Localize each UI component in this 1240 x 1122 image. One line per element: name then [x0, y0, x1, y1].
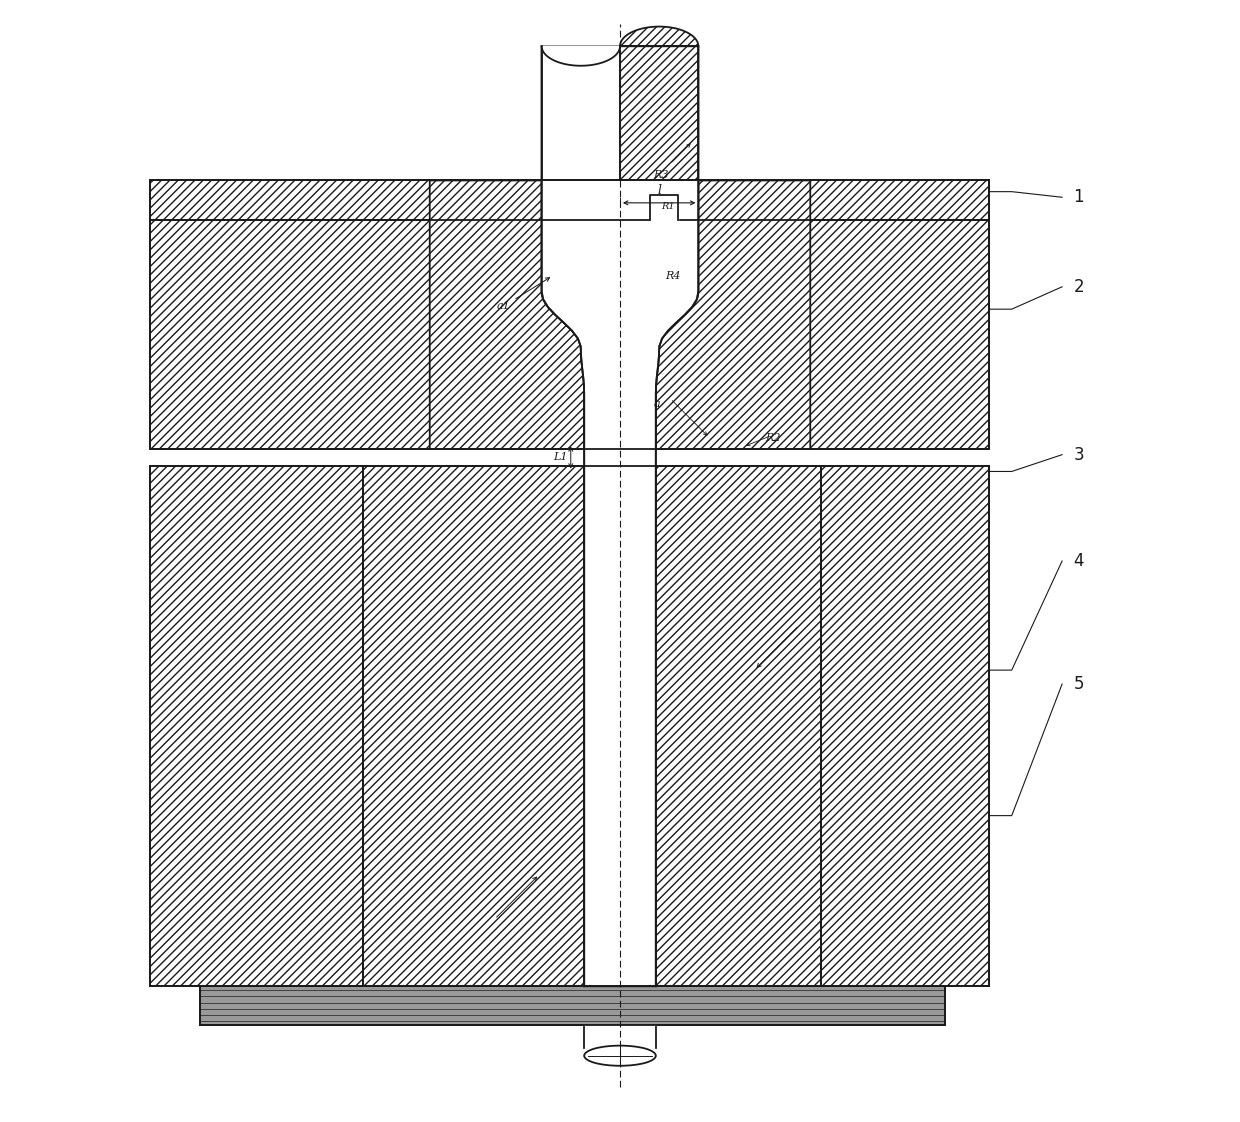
- Polygon shape: [584, 1026, 656, 1048]
- Bar: [821, 466, 990, 986]
- Text: R4: R4: [665, 270, 681, 280]
- Polygon shape: [542, 46, 620, 66]
- Text: 4: 4: [1074, 552, 1084, 570]
- Text: R2: R2: [765, 433, 781, 443]
- Polygon shape: [620, 27, 698, 46]
- Text: 5: 5: [1074, 675, 1084, 693]
- Bar: [362, 466, 584, 986]
- Text: a1: a1: [497, 277, 549, 311]
- Bar: [150, 181, 990, 220]
- Text: a: a: [653, 399, 660, 410]
- Text: 1: 1: [1074, 188, 1084, 206]
- Bar: [620, 46, 698, 181]
- Text: L1: L1: [553, 452, 568, 462]
- Bar: [542, 46, 620, 181]
- Ellipse shape: [584, 1046, 656, 1066]
- Polygon shape: [656, 181, 810, 449]
- Text: R1: R1: [661, 202, 675, 211]
- Bar: [150, 220, 430, 449]
- Polygon shape: [430, 181, 584, 449]
- Text: 3: 3: [1074, 445, 1084, 463]
- Text: l: l: [657, 184, 661, 197]
- Polygon shape: [542, 46, 698, 986]
- Text: R3: R3: [653, 169, 670, 180]
- Bar: [656, 466, 821, 986]
- Text: 2: 2: [1074, 278, 1084, 296]
- Bar: [201, 986, 945, 1026]
- Bar: [810, 220, 990, 449]
- Polygon shape: [650, 195, 678, 220]
- Bar: [150, 466, 362, 986]
